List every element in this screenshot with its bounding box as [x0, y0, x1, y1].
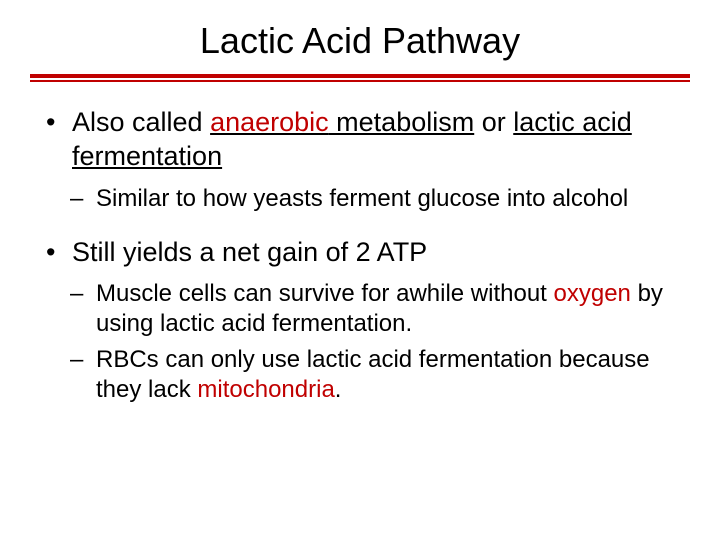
bullet-item-2: Still yields a net gain of 2 ATP [46, 236, 690, 270]
text-fragment: or [474, 107, 513, 137]
bullet-item-1: Also called anaerobic metabolism or lact… [46, 106, 690, 174]
text-fragment: Muscle cells can survive for awhile with… [96, 280, 554, 307]
text-fragment: RBCs can only use lactic acid fermentati… [96, 346, 650, 403]
bullet-sub-item: RBCs can only use lactic acid fermentati… [70, 345, 690, 405]
text-fragment: Also called [72, 107, 210, 137]
highlight-mitochondria: mitochondria [197, 376, 334, 403]
bullet-sub-item: Similar to how yeasts ferment glucose in… [70, 184, 690, 214]
text-fragment: metabolism [329, 107, 475, 137]
bullet-sub-item: Muscle cells can survive for awhile with… [70, 279, 690, 339]
highlight-oxygen: oxygen [554, 280, 631, 307]
bullet-list: Also called anaerobic metabolism or lact… [30, 106, 690, 405]
slide-title: Lactic Acid Pathway [30, 20, 690, 62]
text-fragment: . [335, 376, 342, 403]
highlight-anaerobic: anaerobic [210, 107, 329, 137]
title-divider [30, 74, 690, 82]
